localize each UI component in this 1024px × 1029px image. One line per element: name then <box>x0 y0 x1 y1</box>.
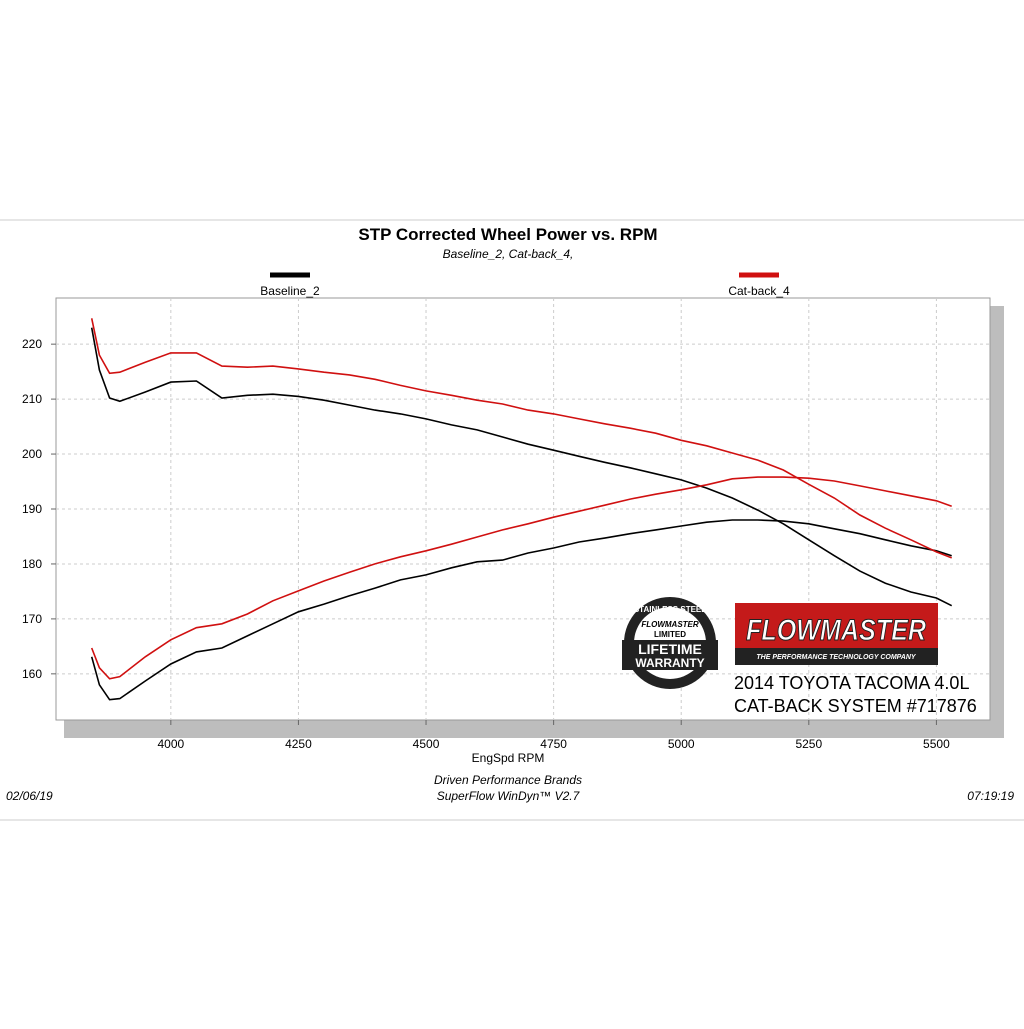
y-tick-label: 170 <box>22 612 42 626</box>
series-line <box>90 476 952 680</box>
x-tick-label: 4250 <box>285 737 312 751</box>
y-tick-label: 200 <box>22 447 42 461</box>
y-tick-label: 210 <box>22 392 42 406</box>
time: 07:19:19 <box>967 789 1014 803</box>
lines <box>90 318 953 701</box>
badge-text: STAINLESS STEEL <box>634 605 706 614</box>
chart-title: STP Corrected Wheel Power vs. RPM <box>358 225 657 244</box>
x-tick-label: 4750 <box>540 737 567 751</box>
y-tick-label: 220 <box>22 337 42 351</box>
warranty-badge: STAINLESS STEEL FLOWMASTER LIMITED LIFET… <box>622 597 718 689</box>
caption: CAT-BACK SYSTEM #717876 <box>734 696 977 716</box>
x-tick-label: 5000 <box>668 737 695 751</box>
brand-band <box>735 648 938 665</box>
footer-line: Driven Performance Brands <box>434 773 582 787</box>
x-tick-label: 4000 <box>157 737 184 751</box>
brand-name: FLOWMASTER <box>746 614 926 647</box>
badge-text: WARRANTY <box>635 656 704 670</box>
badge-text: LIMITED <box>654 630 686 639</box>
legend-label: Cat-back_4 <box>728 284 790 298</box>
caption: 2014 TOYOTA TACOMA 4.0L <box>734 673 969 693</box>
x-tick-label: 5500 <box>923 737 950 751</box>
badge-text: LIFETIME <box>638 641 702 657</box>
date: 02/06/19 <box>6 789 53 803</box>
x-tick-label: 5250 <box>795 737 822 751</box>
x-tick-label: 4500 <box>413 737 440 751</box>
series-line <box>90 519 952 701</box>
series-line <box>90 327 953 607</box>
legend-label: Baseline_2 <box>260 284 320 298</box>
footer-line: SuperFlow WinDyn™ V2.7 <box>437 789 581 803</box>
chart-subtitle: Baseline_2, Cat-back_4, <box>443 247 574 261</box>
y-tick-label: 160 <box>22 667 42 681</box>
badge-band <box>622 640 718 670</box>
brand-tagline: THE PERFORMANCE TECHNOLOGY COMPANY <box>756 654 917 661</box>
y-tick-label: 180 <box>22 557 42 571</box>
grid: 4000 4250 4500 4750 5000 5250 5500 160 170 180 190… <box>22 298 990 751</box>
brand-logo: FLOWMASTER THE PERFORMANCE TECHNOLOGY CO… <box>735 603 938 665</box>
series-line <box>90 318 952 559</box>
x-axis-label: EngSpd RPM <box>472 751 545 765</box>
badge-text: FLOWMASTER <box>641 620 699 629</box>
y-tick-label: 190 <box>22 502 42 516</box>
